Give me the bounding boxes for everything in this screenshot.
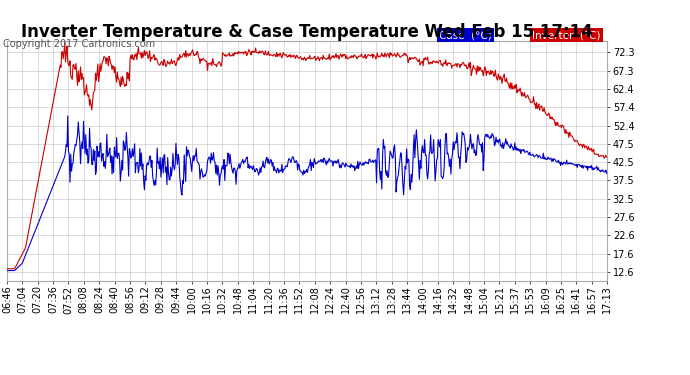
Text: Inverter  (°C): Inverter (°C) bbox=[532, 30, 601, 40]
Text: Case  (°C): Case (°C) bbox=[439, 30, 492, 40]
Text: Copyright 2017 Cartronics.com: Copyright 2017 Cartronics.com bbox=[3, 39, 155, 50]
Title: Inverter Temperature & Case Temperature Wed Feb 15 17:14: Inverter Temperature & Case Temperature … bbox=[21, 23, 593, 41]
